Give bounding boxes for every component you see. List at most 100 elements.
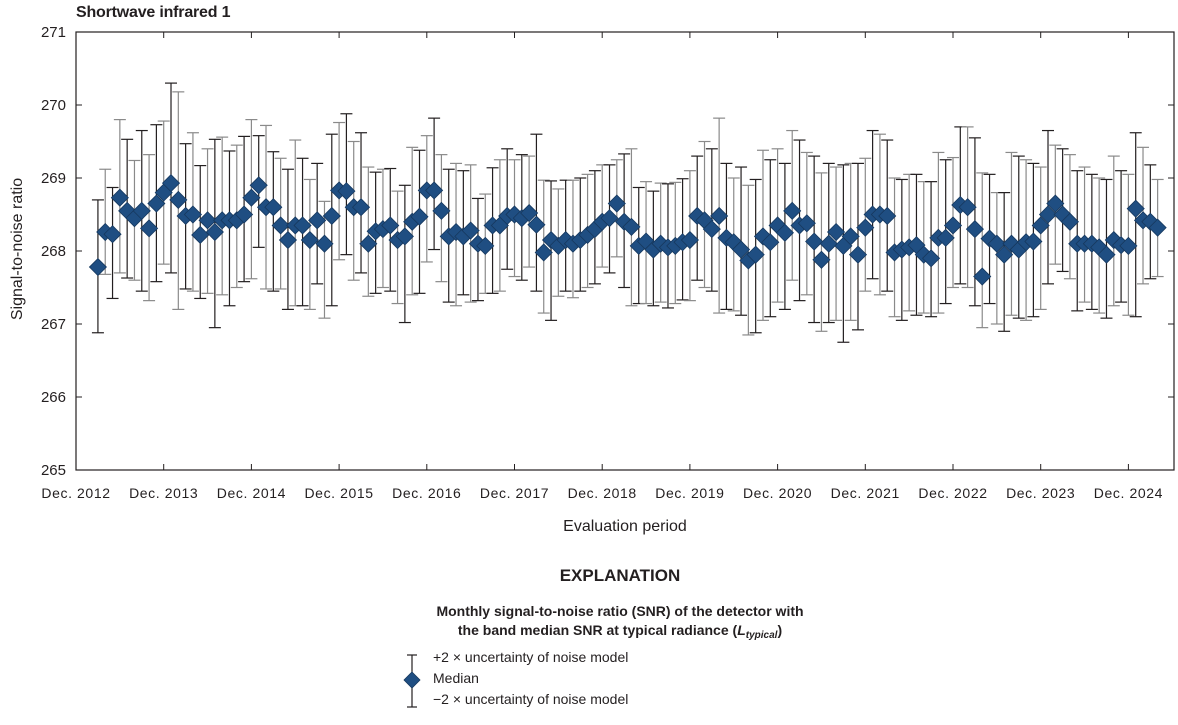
x-tick-label: Dec. 2014 [217,485,286,501]
legend-description: Monthly signal-to-noise ratio (SNR) of t… [400,602,840,645]
median-markers [88,174,1167,286]
median-diamond-icon [264,198,283,217]
median-diamond-icon [110,188,129,207]
median-diamond-icon [965,220,984,239]
median-diamond-icon [995,245,1014,264]
median-diamond-icon [410,207,429,226]
median-diamond-icon [271,216,290,235]
median-diamond-icon [1060,212,1079,231]
median-diamond-icon [1148,218,1167,237]
median-diamond-icon [761,233,780,252]
median-diamond-icon [520,203,539,223]
x-tick-label: Dec. 2018 [568,485,637,501]
median-diamond-icon [827,222,846,242]
y-tick-label: 269 [41,170,66,187]
median-diamond-icon [600,209,619,228]
median-diamond-icon [973,267,992,286]
median-diamond-icon [797,214,816,233]
median-diamond-icon [205,222,224,242]
median-diamond-icon [432,201,451,220]
y-tick-label: 267 [41,316,66,333]
median-diamond-icon [805,232,824,251]
median-diamond-icon [132,201,151,220]
legend-description-line1: Monthly signal-to-noise ratio (SNR) of t… [436,603,804,619]
median-diamond-icon [242,188,261,207]
legend: EXPLANATION Monthly signal-to-noise rati… [380,566,840,711]
median-diamond-icon [1038,205,1058,224]
x-tick-label: Dec. 2013 [129,485,198,501]
legend-lower-label: −2 × uncertainty of noise model [433,691,629,707]
median-diamond-icon [527,215,546,234]
median-diamond-icon [169,190,188,209]
median-diamond-icon [607,194,626,213]
median-diamond-icon [1126,199,1145,218]
median-diamond-icon [819,234,838,253]
median-diamond-icon [936,228,955,247]
legend-items: +2 × uncertainty of noise model Median −… [380,649,840,711]
median-diamond-icon [322,206,341,226]
median-diamond-icon [183,205,202,224]
median-diamond-icon [249,176,268,195]
median-diamond-icon [1046,194,1065,213]
median-diamond-icon [922,249,941,268]
x-tick-label: Dec. 2019 [655,485,724,501]
plot-area: 265 266 267 268 269 270 271 Dec. 2012 Dec. 2013 D… [41,24,1175,501]
median-diamond-icon [300,230,319,250]
median-diamond-icon [812,250,831,269]
median-diamond-icon [278,230,298,250]
median-diamond-icon [381,216,400,235]
median-diamond-icon [461,221,480,240]
x-tick-label: Dec. 2024 [1094,485,1163,501]
legend-description-line2: the band median SNR at typical radiance … [457,622,783,641]
median-diamond-icon [140,219,159,238]
median-diamond-icon [958,198,977,217]
median-diamond-icon [235,205,254,224]
median-diamond-icon [622,217,641,236]
median-diamond-icon [856,218,875,237]
legend-upper-label: +2 × uncertainty of noise model [433,649,629,665]
y-tick-label: 266 [41,389,66,406]
x-axis-label: Evaluation period [563,518,687,535]
y-tick-label: 270 [41,97,66,114]
median-diamond-icon [680,230,699,250]
legend-heading: EXPLANATION [559,566,681,585]
median-diamond-icon [841,227,860,246]
y-tick-label: 265 [41,462,66,479]
median-diamond-icon [103,225,122,244]
median-diamond-icon [359,234,378,253]
median-diamond-icon [147,194,166,213]
median-diamond-icon [746,245,765,264]
median-diamond-icon [775,223,794,242]
median-diamond-icon [351,198,371,217]
median-diamond-icon [710,206,729,226]
chart-title: Shortwave infrared 1 [76,4,231,21]
median-diamond-icon [731,240,751,259]
x-tick-label: Dec. 2020 [743,485,812,501]
error-bars [91,82,1164,343]
median-diamond-icon [878,206,897,226]
legend-median-label: Median [433,670,479,686]
median-diamond-icon [337,182,356,201]
median-diamond-icon [987,234,1006,253]
y-tick-label: 271 [41,24,66,41]
x-tick-label: Dec. 2016 [392,485,461,501]
median-diamond-icon [425,181,444,200]
x-tick-label: Dec. 2012 [41,485,110,501]
median-diamond-icon [1119,236,1138,255]
median-diamond-icon [848,245,868,264]
x-tick-label: Dec. 2017 [480,485,549,501]
median-diamond-icon [395,227,414,246]
median-diamond-icon [1097,245,1116,264]
median-diamond-icon [88,257,107,277]
legend-errorbar-diamond-icon [403,654,421,708]
median-diamond-icon [1031,216,1050,235]
median-diamond-icon [191,225,210,245]
median-diamond-icon [783,201,802,220]
x-tick-label: Dec. 2021 [831,485,900,501]
y-tick-label: 268 [41,243,66,260]
median-diamond-icon [1024,232,1043,251]
median-diamond-icon [315,234,334,253]
x-tick-label: Dec. 2015 [304,485,373,501]
median-diamond-icon [161,174,181,193]
median-diamond-icon [943,216,963,235]
